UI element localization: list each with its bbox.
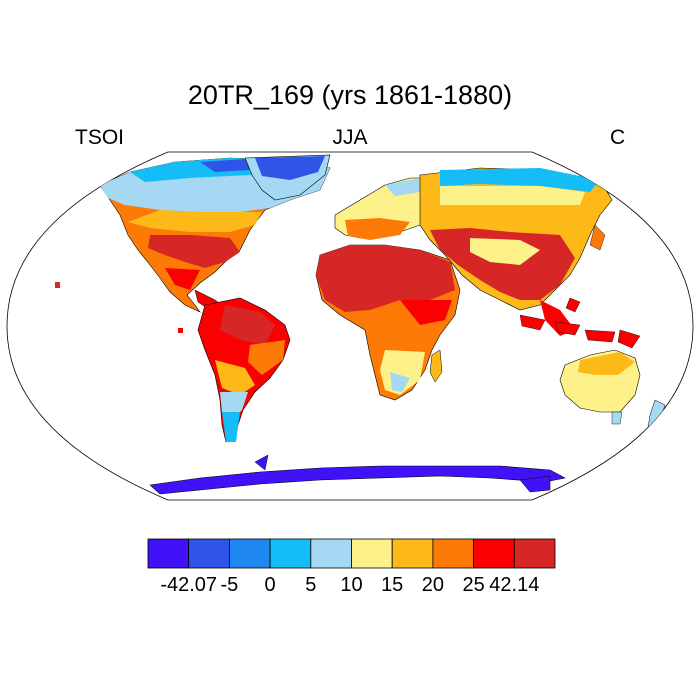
madagascar [429,349,443,383]
pacific-dot [178,328,183,333]
australia [559,349,641,425]
colorbar-box [473,538,515,569]
colorbar-label: 25 [462,574,485,596]
colorbar-box [432,538,474,569]
south-america [197,297,291,443]
colorbar-label: -5 [220,574,239,596]
colorbar-box [269,538,312,569]
asia [419,167,613,336]
colorbar-box [310,538,352,569]
colorbar-label: 5 [305,574,317,596]
variable-label: TSOI [75,126,125,149]
colorbar-label: 42.14 [489,574,540,596]
plot-title: 20TR_169 (yrs 1861-1880) [187,80,513,110]
africa [315,244,461,401]
maritime-southeast-asia [519,297,641,349]
colorbar-label: 20 [421,574,445,596]
colorbar-box [188,538,230,569]
colorbar-label: 10 [340,574,363,596]
colorbar-label: -42.07 [160,574,218,596]
colorbar-label: 0 [264,574,276,596]
colorbar-box [513,538,556,569]
colorbar-box [147,538,190,569]
colorbar-box [351,538,393,569]
antarctica [149,454,566,495]
colorbar-box [391,538,434,569]
hawaii-dot [55,282,60,288]
season-label: JJA [332,126,368,149]
land-masses [55,154,666,495]
colorbar-label: 15 [381,574,404,596]
colorbar-box [228,538,271,569]
units-label: C [610,126,626,149]
